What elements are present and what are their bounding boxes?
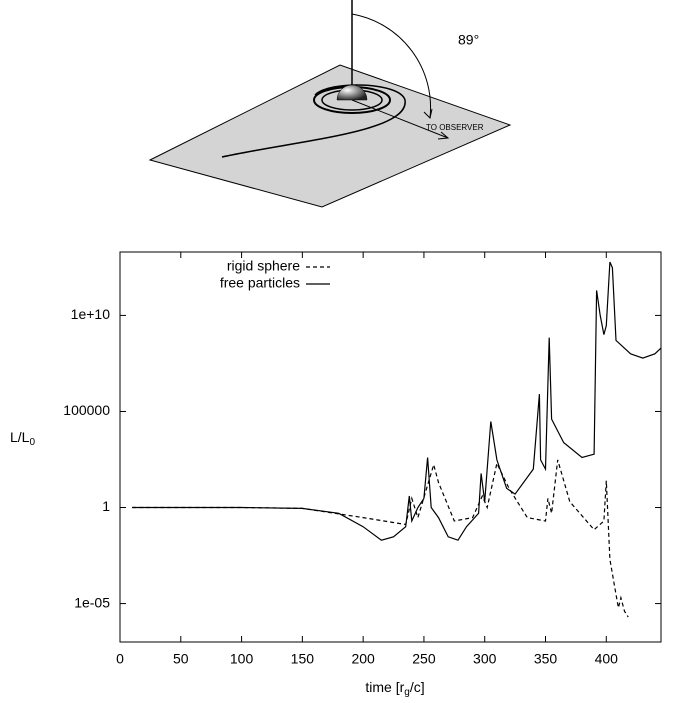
angle-arc [351,13,432,119]
angle-label: 89° [458,32,479,48]
y-label-sub: 0 [29,437,35,448]
y-tick-label: 1e+10 [71,306,111,322]
spiral [221,84,406,158]
plane [148,64,512,208]
sphere [336,84,368,101]
x-tick-label: 150 [291,651,315,667]
x-tick-label: 50 [173,651,189,667]
legend-label: free particles [220,275,300,291]
x-label-part: time [r [365,679,404,695]
legend-label: rigid sphere [227,258,300,274]
y-tick-label: 100000 [63,402,110,418]
x-label-sub: g [404,687,410,698]
x-tick-label: 0 [116,651,124,667]
x-tick-label: 200 [351,651,375,667]
x-label-part: /c] [410,679,425,695]
x-tick-label: 350 [534,651,558,667]
x-axis-label: time [rg/c] [365,679,424,698]
y-tick-label: 1 [102,498,110,514]
observer-arrow [437,131,450,140]
x-tick-label: 300 [473,651,497,667]
x-tick-label: 400 [595,651,619,667]
x-tick-label: 250 [412,651,436,667]
x-tick-label: 100 [230,651,254,667]
diagram: 89° TO OBSERVER [148,0,512,208]
observer-line [351,99,449,139]
y-label-part: L/L [10,429,30,445]
arc-arrow [423,108,433,119]
data-line [132,459,629,618]
plot-frame [119,251,662,643]
observer-label: TO OBSERVER [426,123,484,132]
data-line [132,261,662,541]
y-tick-label: 1e-05 [74,594,110,610]
y-axis-label: L/L0 [10,429,35,448]
